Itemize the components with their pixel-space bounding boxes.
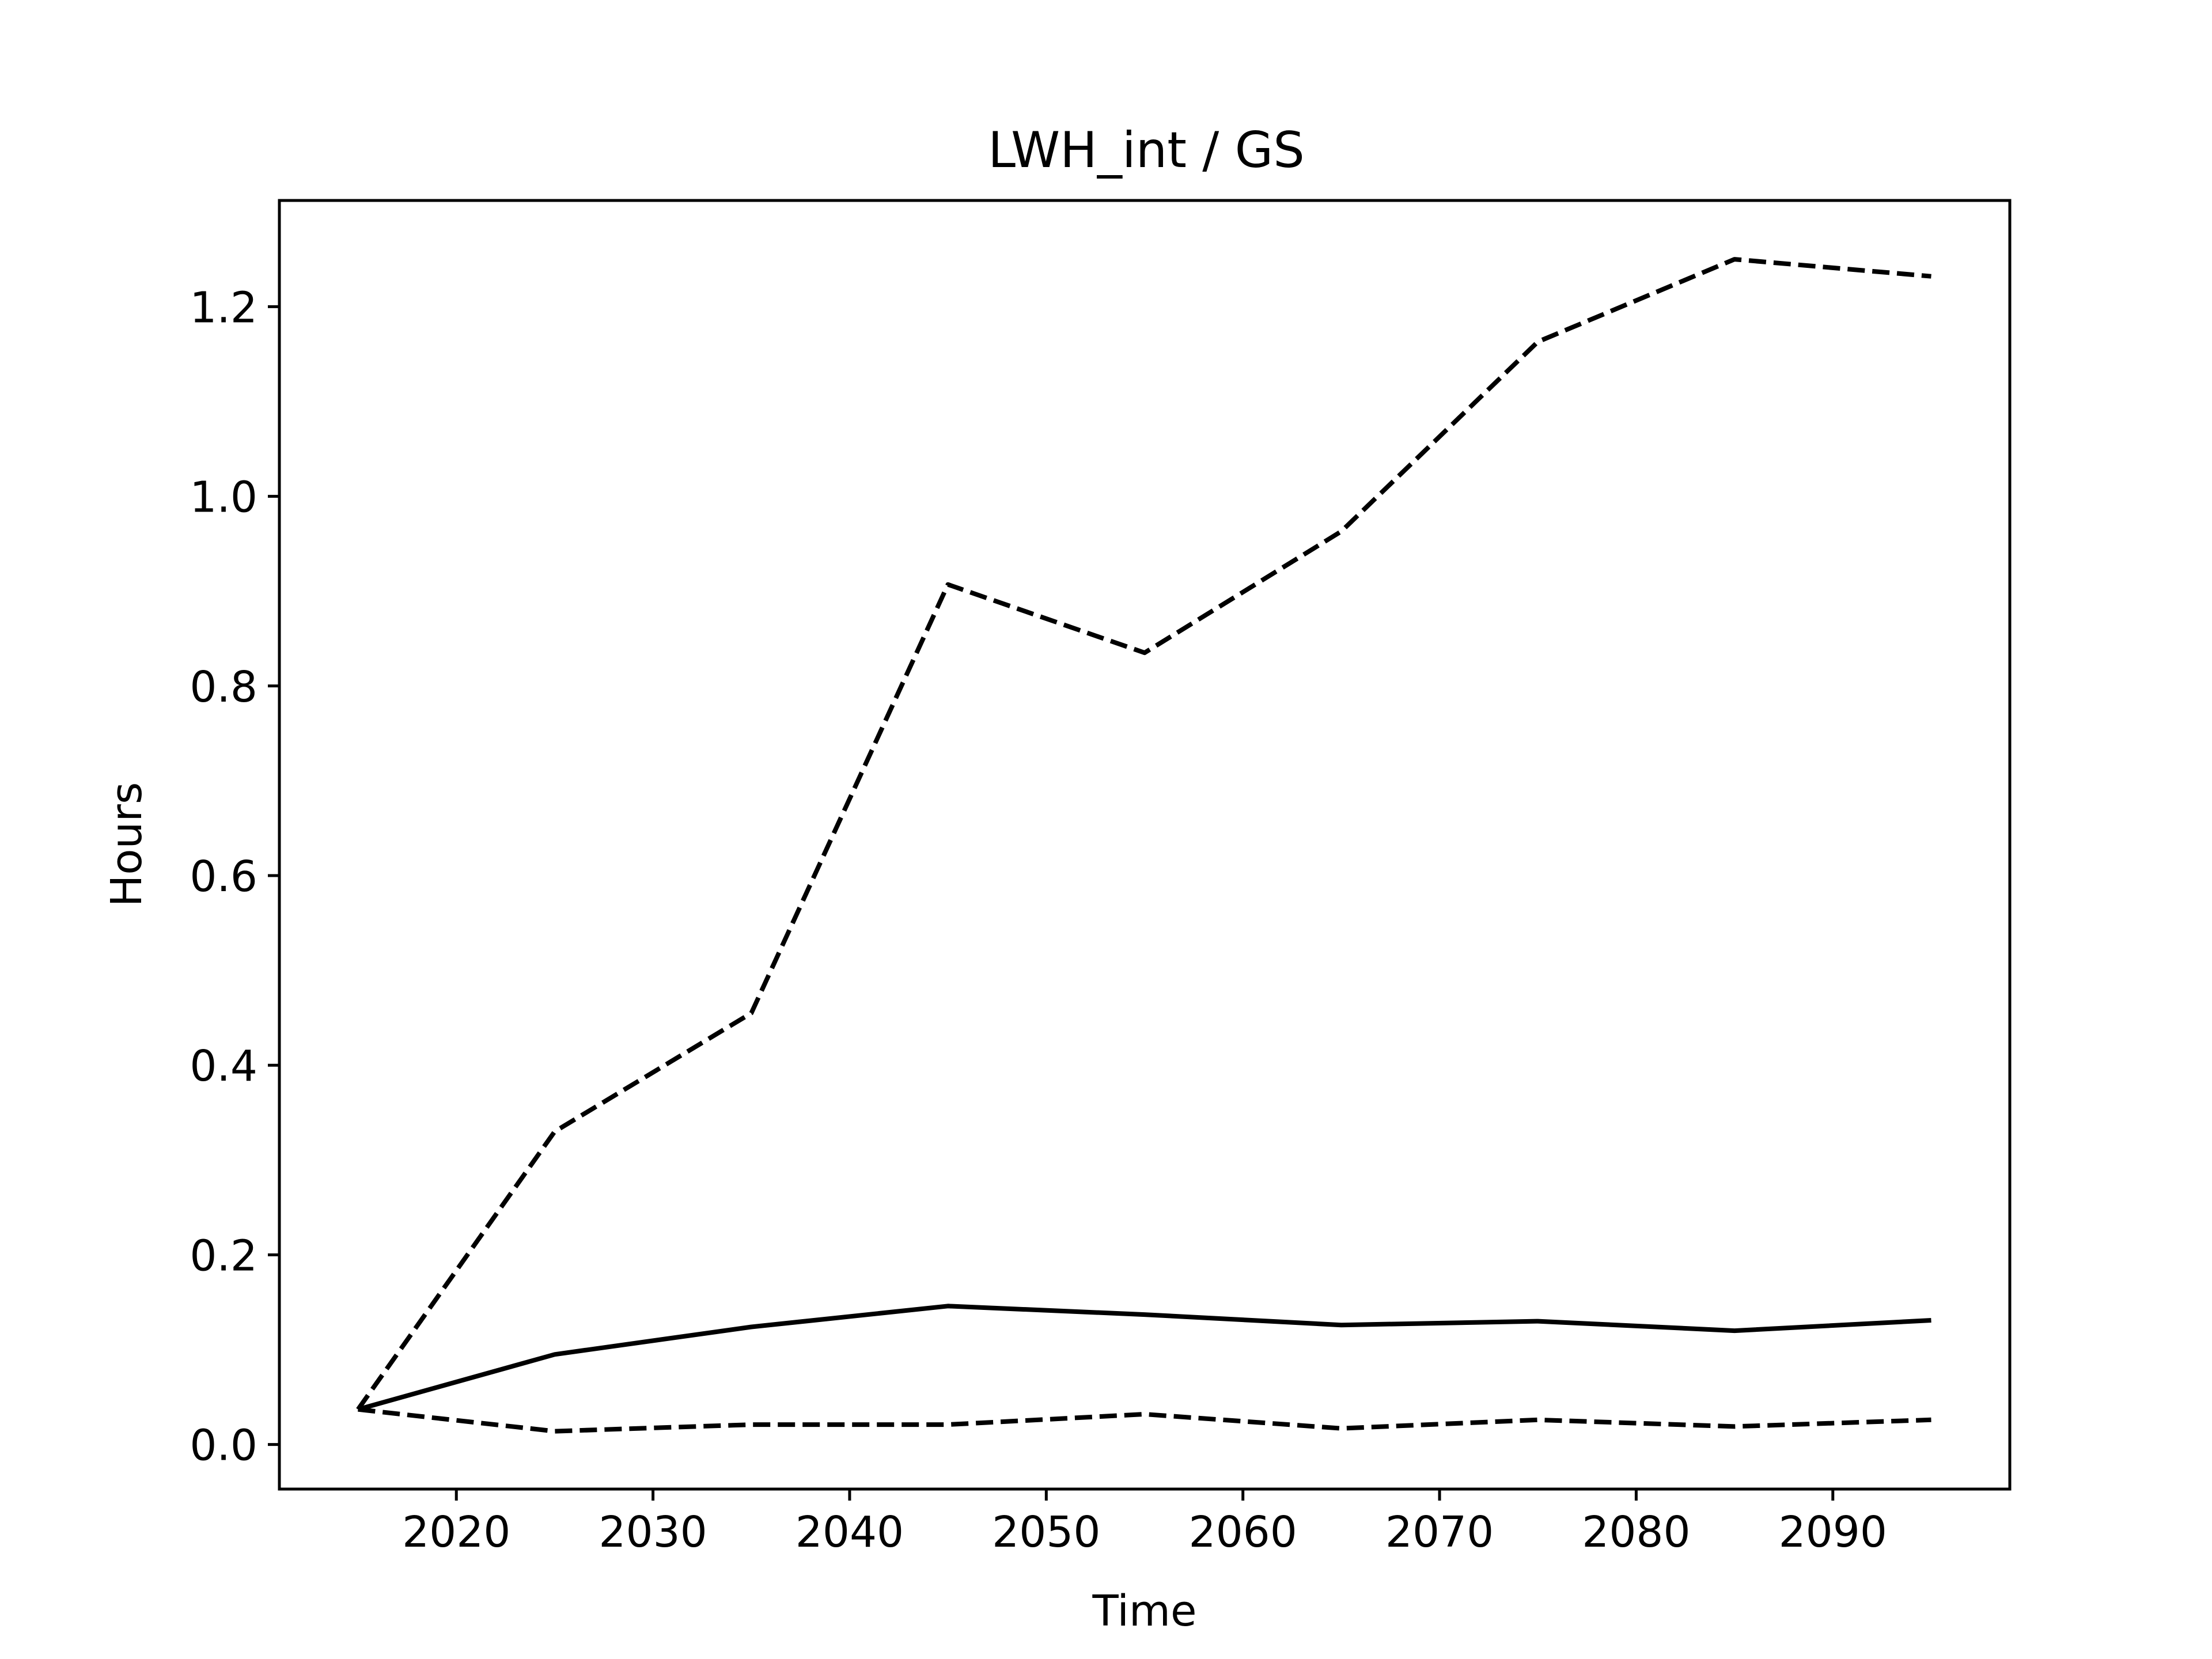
y-axis-label: Hours [102,782,151,907]
series-line-3 [358,1407,1931,1434]
plot-area [356,257,1931,1434]
y-tick-label: 0.6 [190,852,257,902]
chart-title: LWH_int / GS [988,122,1305,179]
y-tick-label: 0.0 [190,1421,257,1471]
y-tick-label: 0.8 [190,662,257,712]
x-tick-label: 2030 [599,1508,707,1557]
x-tick-label: 2020 [402,1508,510,1557]
x-tick-label: 2070 [1385,1508,1494,1557]
x-axis-label: Time [1092,1586,1196,1636]
y-axis: 0.0 0.2 0.4 0.6 0.8 1.0 1.2 [190,283,279,1471]
y-tick-label: 0.4 [190,1041,257,1091]
y-tick-label: 1.2 [190,283,257,332]
x-tick-label: 2050 [992,1508,1100,1557]
x-tick-label: 2080 [1582,1508,1690,1557]
x-tick-label: 2040 [796,1508,904,1557]
axes-frame [278,199,2012,1491]
series-line-2 [357,1304,1931,1412]
y-tick-label: 0.2 [190,1231,257,1281]
x-tick-label: 2060 [1189,1508,1297,1557]
x-axis: 2020 2030 2040 2050 2060 2070 2080 2090 [402,1489,1887,1557]
x-tick-label: 2090 [1779,1508,1887,1557]
series-line-1 [356,257,1931,1411]
y-tick-label: 1.0 [190,473,257,522]
